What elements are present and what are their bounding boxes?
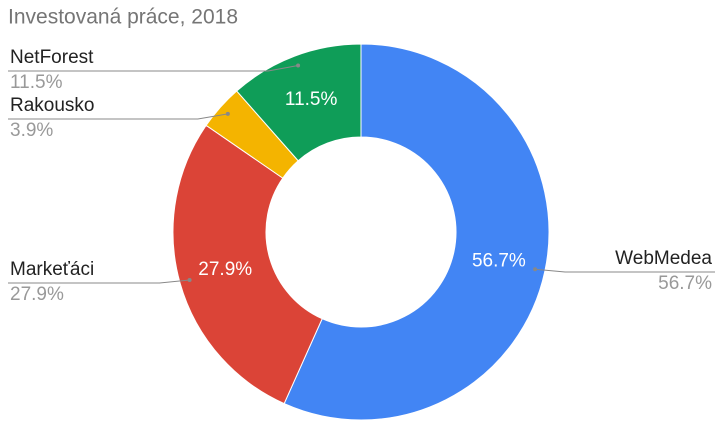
- legend-value: 3.9%: [10, 120, 53, 141]
- legend-value: 27.9%: [10, 284, 64, 305]
- slice: [283, 43, 550, 421]
- slice-label: 56.7%: [472, 250, 526, 271]
- slice: [172, 124, 323, 405]
- legend-name: WebMedea: [615, 248, 712, 269]
- legend-name: Markeťáci: [10, 259, 94, 280]
- leader-line: [535, 268, 715, 273]
- leader-dot: [533, 267, 538, 272]
- slice-label: 11.5%: [285, 89, 338, 110]
- legend-value: 11.5%: [10, 72, 63, 93]
- leader-line: [8, 113, 228, 120]
- leader-dot: [187, 278, 192, 283]
- legend-value: 56.7%: [658, 273, 712, 294]
- leader-dot: [296, 63, 301, 68]
- slice: [235, 43, 362, 162]
- leader-line: [8, 279, 190, 284]
- slice-label: 27.9%: [198, 259, 252, 280]
- chart-title: Investovaná práce, 2018: [8, 6, 238, 29]
- legend-name: NetForest: [10, 47, 94, 68]
- leader-line: [8, 64, 299, 72]
- leader-dot: [225, 111, 230, 116]
- legend-name: Rakousko: [10, 95, 95, 116]
